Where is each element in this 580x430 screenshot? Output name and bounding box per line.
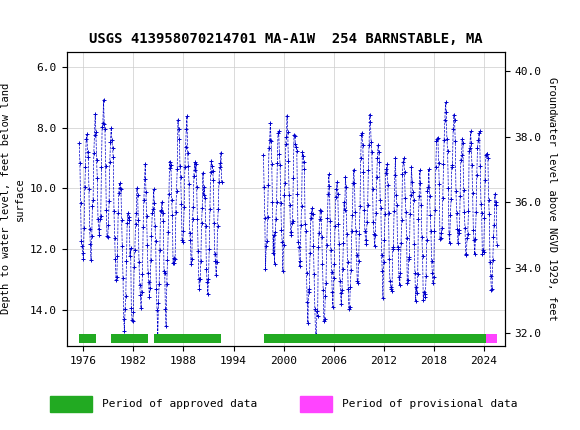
Bar [79,334,96,343]
Text: Period of approved data: Period of approved data [102,399,258,409]
Title: USGS 413958070214701 MA-A1W  254 BARNSTABLE, MA: USGS 413958070214701 MA-A1W 254 BARNSTAB… [89,32,483,46]
Bar [263,334,486,343]
Text: ≋ USGS: ≋ USGS [9,12,85,30]
Bar [111,334,147,343]
Text: Period of provisional data: Period of provisional data [342,399,518,409]
Bar [50,396,92,412]
Bar [154,334,221,343]
Bar [486,334,497,343]
Y-axis label: Groundwater level above NGVD 1929, feet: Groundwater level above NGVD 1929, feet [547,77,557,321]
Y-axis label: Depth to water level, feet below land
surface: Depth to water level, feet below land su… [1,83,24,314]
Bar [300,396,332,412]
